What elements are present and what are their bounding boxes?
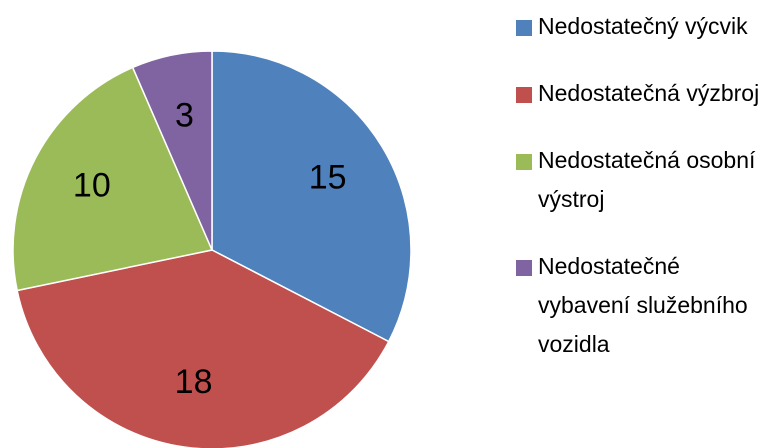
legend-label: Nedostatečné vybavení služebního vozidla bbox=[538, 253, 748, 357]
legend-swatch bbox=[516, 87, 532, 103]
data-label: 18 bbox=[175, 363, 213, 401]
legend-label: Nedostatečná osobní výstroj bbox=[538, 147, 756, 212]
legend-swatch bbox=[516, 154, 532, 170]
pie-slice bbox=[211, 50, 412, 343]
data-label: 3 bbox=[175, 96, 194, 134]
pie-slice bbox=[16, 249, 390, 448]
data-label: 15 bbox=[309, 159, 347, 197]
legend-label: Nedostatečná výzbroj bbox=[538, 80, 759, 106]
pie-slice bbox=[12, 66, 214, 292]
pie-slice bbox=[131, 50, 213, 251]
legend-swatch bbox=[516, 20, 532, 36]
legend-swatch bbox=[516, 260, 532, 276]
data-label: 10 bbox=[73, 167, 111, 205]
legend-label: Nedostatečný výcvik bbox=[538, 13, 748, 39]
